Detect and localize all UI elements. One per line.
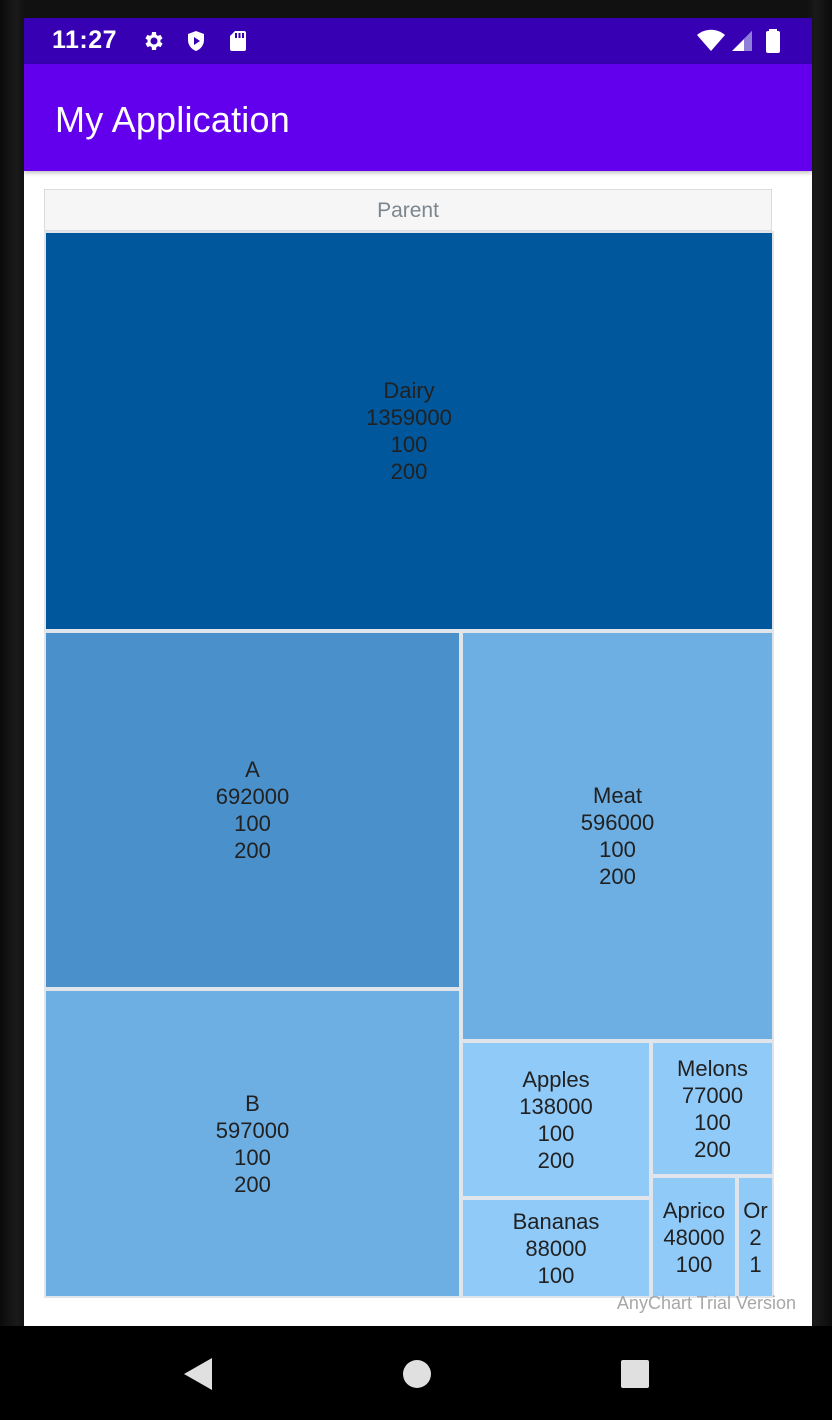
tile-label-line: Or <box>743 1197 768 1223</box>
tile-label-line: 200 <box>599 864 636 889</box>
wifi-icon <box>697 29 725 51</box>
treemap-tile-apricots[interactable]: Aprico 48000 100 <box>651 1176 737 1298</box>
tile-label-line: 200 <box>234 1171 271 1197</box>
tile-label-line: 100 <box>599 837 636 862</box>
back-icon[interactable] <box>178 1354 218 1394</box>
tile-label-line: Apples <box>522 1066 590 1092</box>
settings-icon <box>145 32 163 50</box>
tile-label-line: 1359000 <box>366 405 452 430</box>
tile-label-line: 48000 <box>663 1224 725 1250</box>
tile-label-line: 100 <box>537 1262 575 1288</box>
app-bar: My Application <box>24 64 812 171</box>
tile-label-line: 2 <box>749 1224 762 1250</box>
tile-label-line: Bananas <box>512 1208 600 1234</box>
treemap-tile-melons[interactable]: Melons 77000 100 200 <box>651 1041 774 1176</box>
tile-label-line: 200 <box>234 838 271 863</box>
tile-label-line: Aprico <box>662 1197 726 1223</box>
screen: 11:27 My Application Parent <box>24 18 812 1326</box>
tile-label-line: 77000 <box>681 1082 744 1108</box>
tile-label-line: 200 <box>390 459 428 484</box>
chart-watermark: AnyChart Trial Version <box>616 1293 796 1313</box>
signal-icon <box>732 31 752 51</box>
tile-label-line: B <box>245 1090 260 1116</box>
treemap-header-parent[interactable]: Parent <box>44 189 772 231</box>
tile-label-line: 597000 <box>215 1117 290 1143</box>
shield-play-icon <box>188 31 204 51</box>
tile-label-line: Meat <box>593 783 642 808</box>
treemap-tile-a[interactable]: A 692000 100 200 <box>44 631 461 989</box>
tile-label-line: Melons <box>677 1055 748 1081</box>
tile-label-line: A <box>245 757 260 782</box>
treemap-tile-b[interactable]: B 597000 100 200 <box>44 989 461 1298</box>
treemap-tile-apples[interactable]: Apples 138000 100 200 <box>461 1041 651 1198</box>
treemap-tile-bananas[interactable]: Bananas 88000 100 <box>461 1198 651 1298</box>
battery-icon <box>766 29 780 53</box>
tile-label-line: Dairy <box>383 378 435 403</box>
treemap-tile-dairy[interactable]: Dairy 1359000 100 200 <box>44 231 774 631</box>
tile-label-line: 138000 <box>519 1093 593 1119</box>
app-title: My Application <box>55 99 290 140</box>
tile-label-line: 692000 <box>215 784 290 809</box>
sd-card-icon <box>230 31 246 51</box>
tile-label-line: 100 <box>675 1251 713 1277</box>
recents-icon[interactable] <box>615 1354 655 1394</box>
tile-label-line: 100 <box>390 432 428 457</box>
tile-label-line: 100 <box>234 1144 271 1170</box>
tile-label-line: 100 <box>537 1120 575 1146</box>
home-icon[interactable] <box>397 1354 437 1394</box>
tile-label-line: 200 <box>537 1147 575 1173</box>
tile-label-line: 100 <box>234 811 271 836</box>
tile-label-line: 596000 <box>580 810 655 835</box>
treemap-tile-meat[interactable]: Meat 596000 100 200 <box>461 631 774 1041</box>
tile-label-line: 100 <box>694 1109 731 1135</box>
treemap-tiles: Dairy 1359000 100 200 A 692000 100 200 Meat 59600… <box>24 171 812 1326</box>
treemap-chart: Parent Dairy 1359000 100 200 A 692000 100 200 Me… <box>24 171 812 1326</box>
tile-label-line: 1 <box>749 1251 762 1277</box>
tile-label-line: 200 <box>694 1136 731 1162</box>
status-bar: 11:27 <box>24 18 812 64</box>
status-time: 11:27 <box>52 26 118 54</box>
treemap-tile-oranges[interactable]: Or 2 1 <box>737 1176 774 1298</box>
navigation-bar <box>0 1326 832 1420</box>
tile-label-line: 88000 <box>525 1235 587 1261</box>
